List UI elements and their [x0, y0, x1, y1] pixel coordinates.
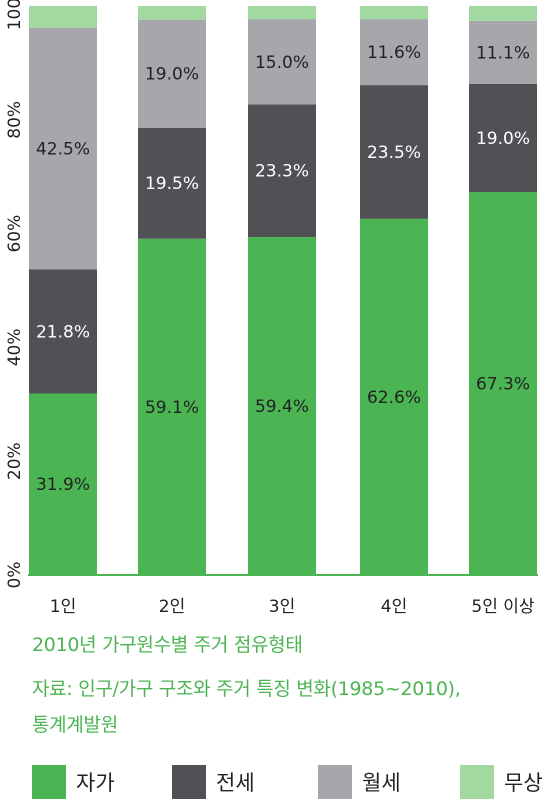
bar-value-label: 59.1% [145, 398, 199, 418]
bar-value-label: 62.6% [367, 388, 421, 408]
bar-value-label: 15.0% [255, 53, 309, 73]
y-tick-label: 80% [5, 101, 25, 139]
legend-label-monthly: 월세 [362, 771, 401, 795]
bar-segment [138, 19, 206, 128]
bar-segment [469, 20, 537, 84]
bar-segment [248, 104, 316, 238]
bar-segment [469, 6, 537, 21]
legend-label-free: 무상 [504, 771, 543, 795]
x-tick-label: 5인 이상 [471, 597, 534, 617]
bar-value-label: 23.3% [255, 162, 309, 182]
bar-value-label: 23.5% [367, 143, 421, 163]
bar-segment [469, 192, 537, 576]
caption-title: 2010년 가구원수별 주거 점유형태 [32, 634, 303, 656]
bar-segment [360, 6, 428, 20]
legend-item-free: 무상 [460, 765, 543, 799]
bar-value-label: 31.9% [36, 475, 90, 495]
bar-segment [138, 238, 206, 575]
bar-segment [360, 19, 428, 86]
y-tick-label: 40% [5, 329, 25, 367]
bar-value-label: 67.3% [476, 375, 530, 395]
bar-segment [29, 27, 97, 270]
bar-value-label: 42.5% [36, 140, 90, 160]
bar-segment [360, 85, 428, 219]
y-tick-label: 100% [5, 0, 25, 30]
bar-value-label: 21.8% [36, 322, 90, 342]
y-tick-label: 20% [5, 442, 25, 480]
bar-segment [360, 218, 428, 575]
legend-swatch-free [460, 765, 494, 799]
bar-segment [138, 127, 206, 239]
legend-item-own: 자가 [32, 765, 115, 799]
legend-swatch-own [32, 765, 66, 799]
stacked-bar-chart: 31.9% 21.8% 42.5% 1인 59.1% 19.5% 19.0% 2인 59.4% 2… [5, 0, 538, 617]
bar-value-label: 19.5% [145, 174, 199, 194]
x-tick-label: 4인 [381, 597, 407, 617]
bar-segment [138, 6, 206, 20]
legend-swatch-monthly [318, 765, 352, 799]
x-tick-label: 1인 [50, 597, 76, 617]
legend-item-jeonse: 전세 [172, 765, 255, 799]
bar-value-label: 19.0% [476, 129, 530, 149]
bar-segment [29, 269, 97, 394]
legend-swatch-jeonse [172, 765, 206, 799]
x-tick-label: 3인 [269, 597, 295, 617]
bar-segment [248, 19, 316, 105]
caption-source-cont: 통계계발원 [32, 714, 118, 736]
bar-segment [469, 83, 537, 193]
legend-label-own: 자가 [76, 771, 115, 795]
caption-source: 자료: 인구/가구 구조와 주거 특징 변화(1985~2010), [32, 678, 461, 700]
y-tick-label: 60% [5, 215, 25, 253]
bar-segment [248, 6, 316, 20]
bar-segment [29, 393, 97, 575]
x-tick-label: 2인 [159, 597, 185, 617]
bar-segment [29, 6, 97, 28]
legend-label-jeonse: 전세 [216, 771, 255, 795]
y-tick-label: 0% [5, 562, 25, 589]
legend-item-monthly: 월세 [318, 765, 401, 799]
bar-segment [248, 237, 316, 575]
bar-value-label: 11.1% [476, 43, 530, 63]
legend: 자가 전세 월세 무상 [0, 765, 546, 805]
bar-value-label: 59.4% [255, 397, 309, 417]
bar-value-label: 11.6% [367, 43, 421, 63]
bar-value-label: 19.0% [145, 65, 199, 85]
